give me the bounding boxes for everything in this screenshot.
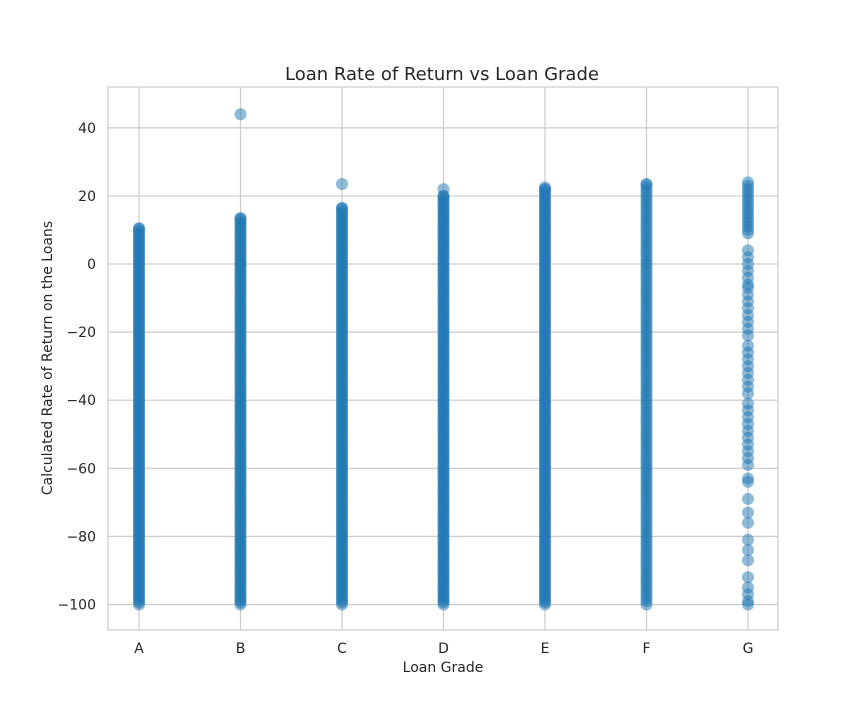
data-point <box>336 178 348 191</box>
data-point <box>742 571 754 584</box>
y-tick-label: −40 <box>66 393 96 409</box>
data-point <box>742 475 754 488</box>
data-point <box>539 181 551 194</box>
data-point <box>336 201 348 214</box>
data-point <box>437 183 450 196</box>
x-tick-label: B <box>236 641 246 657</box>
data-point <box>742 516 754 529</box>
data-point <box>742 329 754 342</box>
y-tick-labels: −100 −80 −60 −40 −20 0 20 40 <box>58 121 96 614</box>
y-tick-label: 40 <box>78 121 96 137</box>
x-tick-label: D <box>438 641 449 657</box>
data-point <box>742 506 754 519</box>
x-tick-label: A <box>134 641 144 657</box>
data-points <box>133 108 754 611</box>
y-tick-label: −100 <box>58 597 96 613</box>
y-axis-label: Calculated Rate of Return on the Loans <box>40 221 56 495</box>
x-tick-label: C <box>337 641 347 657</box>
data-point <box>742 533 754 546</box>
y-tick-label: 0 <box>87 257 96 273</box>
y-tick-label: −20 <box>66 325 96 341</box>
x-tick-label: G <box>743 641 754 657</box>
y-tick-label: −60 <box>66 461 96 477</box>
data-point <box>742 598 754 611</box>
data-point <box>742 492 754 505</box>
data-point <box>742 458 754 471</box>
x-tick-label: E <box>541 641 550 657</box>
data-point <box>742 554 754 567</box>
chart-title: Loan Rate of Return vs Loan Grade <box>285 64 599 85</box>
y-tick-label: −80 <box>66 529 96 545</box>
x-tick-labels: A B C D E F G <box>134 641 753 657</box>
data-point <box>742 543 754 556</box>
data-point <box>234 212 247 225</box>
x-axis-label: Loan Grade <box>403 660 484 676</box>
x-tick-label: F <box>642 641 650 657</box>
data-point <box>742 227 754 240</box>
data-point <box>133 222 145 235</box>
data-point <box>640 178 653 191</box>
data-point <box>742 387 754 400</box>
y-tick-label: 20 <box>78 189 96 205</box>
data-point <box>234 108 247 121</box>
plot-frame <box>107 86 779 631</box>
